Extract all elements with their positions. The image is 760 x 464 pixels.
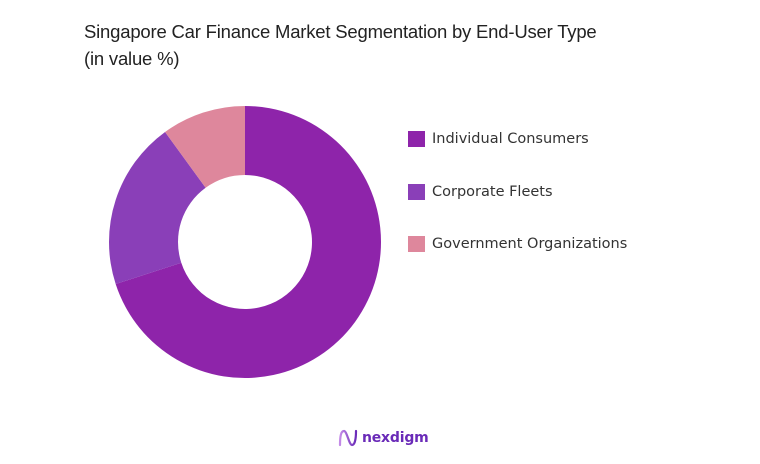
donut-slice-corporate-fleets [108, 131, 206, 285]
legend-item-government-organizations: Government Organizations [408, 236, 627, 252]
chart-title-line1: Singapore Car Finance Market Segmentatio… [84, 21, 597, 42]
brand-logo: nexdigm [338, 428, 429, 448]
chart-title: Singapore Car Finance Market Segmentatio… [84, 18, 597, 72]
legend-label: Corporate Fleets [432, 184, 553, 200]
nexdigm-logo-icon [338, 429, 358, 447]
legend-swatch [408, 236, 425, 252]
donut-slice-individual-consumers [115, 106, 381, 378]
legend-swatch [408, 184, 425, 200]
donut-slice-government-organizations [165, 106, 245, 188]
legend-item-corporate-fleets: Corporate Fleets [408, 184, 553, 200]
chart-title-line2: (in value %) [84, 48, 180, 69]
legend-swatch [408, 131, 425, 147]
legend-label: Government Organizations [432, 236, 628, 252]
donut-slices [108, 106, 381, 378]
legend-label: Individual Consumers [432, 131, 589, 147]
legend-item-individual-consumers: Individual Consumers [408, 131, 589, 147]
brand-name: nexdigm [362, 430, 429, 446]
